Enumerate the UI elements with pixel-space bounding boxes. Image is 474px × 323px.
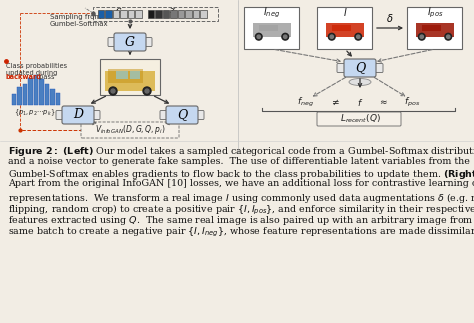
- Bar: [106, 10, 112, 18]
- Circle shape: [255, 33, 262, 40]
- Circle shape: [447, 35, 450, 38]
- Circle shape: [282, 33, 289, 40]
- Text: Gumbel-Softmax enables gradients to flow back to the class probabilities to upda: Gumbel-Softmax enables gradients to flow…: [8, 168, 474, 181]
- Text: $\{p_1, p_2 \cdots p_k\}$: $\{p_1, p_2 \cdots p_k\}$: [14, 107, 55, 118]
- Circle shape: [445, 33, 452, 40]
- FancyBboxPatch shape: [142, 37, 152, 47]
- Text: Apart from the original InfoGAN [10] losses, we have an additional loss for cont: Apart from the original InfoGAN [10] los…: [8, 180, 474, 189]
- FancyBboxPatch shape: [56, 110, 66, 120]
- Text: Q: Q: [177, 109, 187, 121]
- Text: Sampling from
Gumbel-Softmax: Sampling from Gumbel-Softmax: [50, 14, 109, 27]
- Bar: [39, 79, 44, 105]
- Text: $f_{neg}$: $f_{neg}$: [297, 96, 313, 109]
- Bar: [28, 78, 33, 105]
- Text: $I_{pos}$: $I_{pos}$: [427, 6, 443, 20]
- Bar: [18, 88, 22, 105]
- FancyBboxPatch shape: [337, 64, 348, 72]
- Bar: [136, 10, 142, 18]
- Circle shape: [145, 89, 149, 93]
- FancyBboxPatch shape: [160, 110, 170, 120]
- Bar: [23, 84, 27, 105]
- Bar: [416, 23, 454, 37]
- Text: $\delta$: $\delta$: [386, 12, 394, 24]
- Text: representations.  We transform a real image $I$ using commonly used data augment: representations. We transform a real ima…: [8, 191, 474, 205]
- Text: $\mathbf{Figure\ 2:}$ $\mathbf{(Left)}$ Our model takes a sampled categorical co: $\mathbf{Figure\ 2:}$ $\mathbf{(Left)}$ …: [8, 145, 474, 158]
- Bar: [12, 94, 17, 105]
- Bar: [98, 10, 104, 18]
- Bar: [201, 10, 207, 18]
- Text: c: c: [115, 6, 121, 15]
- Text: $\neq$: $\neq$: [330, 97, 340, 107]
- Text: $I$: $I$: [343, 6, 347, 18]
- Bar: [318, 7, 373, 49]
- Circle shape: [328, 33, 335, 40]
- Circle shape: [111, 89, 115, 93]
- Text: $L_{recent}(Q)$: $L_{recent}(Q)$: [339, 113, 381, 125]
- Text: $V_{infoGAN}(D, G, Q, p_i)$: $V_{infoGAN}(D, G, Q, p_i)$: [95, 123, 165, 137]
- FancyBboxPatch shape: [114, 33, 146, 51]
- FancyBboxPatch shape: [90, 110, 100, 120]
- Circle shape: [109, 87, 117, 95]
- Bar: [100, 59, 160, 95]
- FancyBboxPatch shape: [344, 59, 376, 77]
- Bar: [128, 10, 135, 18]
- Bar: [185, 10, 192, 18]
- Bar: [51, 89, 55, 105]
- FancyBboxPatch shape: [166, 106, 198, 124]
- Bar: [326, 23, 364, 37]
- Text: D: D: [73, 109, 83, 121]
- Bar: [148, 10, 155, 18]
- FancyBboxPatch shape: [372, 64, 383, 72]
- Bar: [155, 10, 162, 18]
- Bar: [130, 71, 140, 79]
- Text: $f$: $f$: [357, 97, 363, 108]
- Text: backward: backward: [6, 74, 42, 80]
- Bar: [193, 10, 200, 18]
- Circle shape: [330, 35, 333, 38]
- Bar: [332, 25, 351, 31]
- Text: Q: Q: [355, 61, 365, 75]
- Text: same batch to create a negative pair $\{I, I_{neg}\}$, whose feature representat: same batch to create a negative pair $\{…: [8, 225, 474, 239]
- Circle shape: [257, 35, 260, 38]
- Text: $f_{pos}$: $f_{pos}$: [404, 96, 420, 109]
- FancyBboxPatch shape: [194, 110, 204, 120]
- Bar: [34, 75, 38, 105]
- Text: $I_{neg}$: $I_{neg}$: [263, 6, 281, 20]
- FancyBboxPatch shape: [81, 122, 179, 138]
- Circle shape: [420, 35, 423, 38]
- Text: pass: pass: [37, 74, 55, 80]
- Text: $\approx$: $\approx$: [378, 98, 388, 107]
- Text: and a noise vector to generate fake samples.  The use of differentiable latent v: and a noise vector to generate fake samp…: [8, 157, 470, 165]
- Bar: [116, 71, 128, 79]
- Ellipse shape: [349, 78, 371, 86]
- Circle shape: [356, 35, 360, 38]
- Text: Class probabilities
updated during: Class probabilities updated during: [6, 63, 67, 76]
- Bar: [108, 69, 143, 83]
- Bar: [178, 10, 184, 18]
- Text: flipping, random crop) to create a positive pair $\{I, I_{pos}\}$, and enforce s: flipping, random crop) to create a posit…: [8, 203, 474, 217]
- Circle shape: [143, 87, 151, 95]
- Circle shape: [419, 33, 425, 40]
- Bar: [408, 7, 463, 49]
- Text: features extracted using $Q$.  The same real image is also paired up with an arb: features extracted using $Q$. The same r…: [8, 214, 474, 227]
- FancyBboxPatch shape: [108, 37, 118, 47]
- Bar: [45, 84, 49, 105]
- Bar: [105, 71, 155, 91]
- Text: G: G: [125, 36, 135, 48]
- Circle shape: [283, 35, 287, 38]
- Bar: [259, 25, 278, 31]
- Bar: [163, 10, 170, 18]
- Text: z: z: [169, 6, 174, 15]
- FancyBboxPatch shape: [317, 112, 401, 126]
- Bar: [120, 10, 127, 18]
- Bar: [245, 7, 300, 49]
- Bar: [56, 93, 61, 105]
- FancyBboxPatch shape: [62, 106, 94, 124]
- Circle shape: [355, 33, 362, 40]
- Bar: [422, 25, 441, 31]
- Bar: [113, 10, 119, 18]
- Bar: [253, 23, 291, 37]
- Bar: [171, 10, 177, 18]
